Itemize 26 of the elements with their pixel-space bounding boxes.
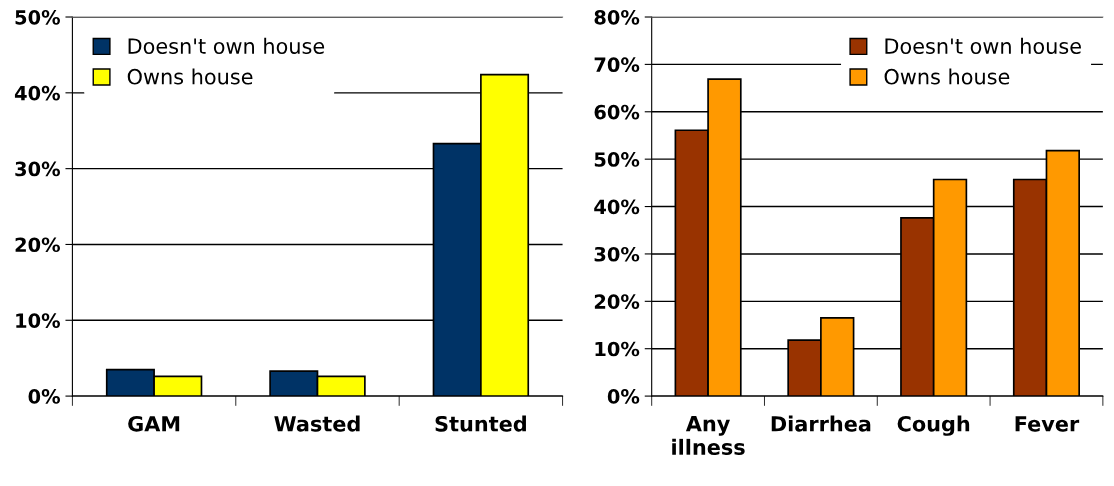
x-tick-label: Any illness — [672, 416, 745, 455]
y-tick-label: 80% — [594, 9, 640, 25]
x-tick-label: Stunted — [435, 415, 526, 432]
y-tick-label: 30% — [594, 246, 640, 262]
y-tick-label: 50% — [15, 9, 60, 25]
legend-label: Owns house — [127, 68, 253, 85]
x-tick-label: GAM — [128, 415, 180, 432]
y-tick-label: 70% — [594, 57, 640, 73]
x-tick-label: Wasted — [274, 415, 360, 432]
y-tick-label: 50% — [594, 152, 640, 167]
x-tick-label: Fever — [1015, 416, 1080, 432]
y-tick-label: 40% — [594, 199, 640, 215]
y-tick-label: 0% — [28, 389, 60, 404]
legend-label: Doesn't own house — [885, 37, 1081, 54]
legend-label: Doesn't own house — [128, 37, 325, 54]
y-tick-label: 20% — [594, 294, 640, 309]
x-tick-label: Diarrhea — [771, 415, 871, 432]
y-tick-label: 10% — [16, 313, 60, 328]
y-tick-label: 40% — [14, 85, 60, 101]
y-tick-label: 30% — [15, 161, 60, 177]
legend-label: Owns house — [884, 68, 1010, 85]
y-tick-label: 20% — [15, 237, 60, 253]
y-tick-label: 60% — [594, 104, 640, 120]
y-tick-label: 10% — [595, 341, 640, 357]
y-tick-label: 0% — [607, 389, 640, 404]
x-tick-label: Cough — [897, 415, 970, 436]
